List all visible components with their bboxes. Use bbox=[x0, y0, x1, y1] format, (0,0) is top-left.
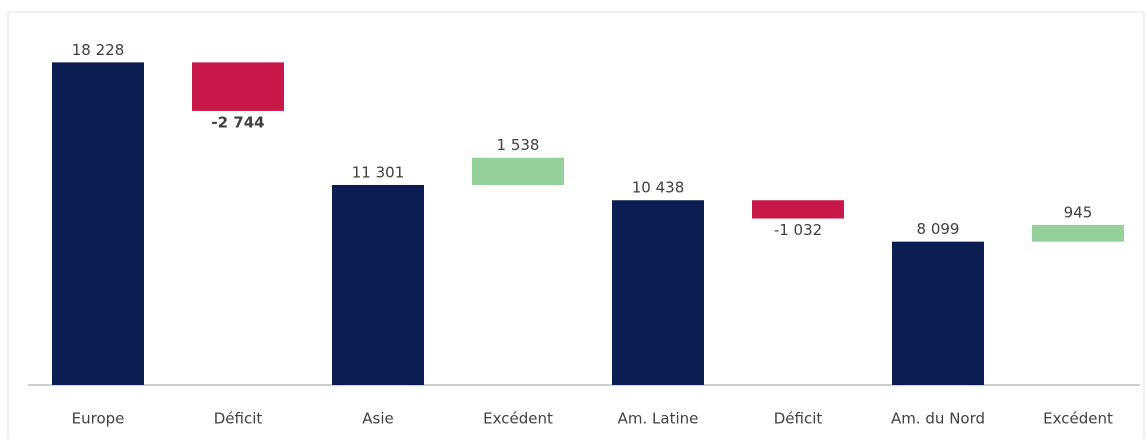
bar bbox=[752, 200, 844, 219]
x-tick-label: Am. du Nord bbox=[891, 410, 985, 428]
value-label: 945 bbox=[1064, 203, 1093, 221]
x-tick-label: Europe bbox=[72, 410, 125, 428]
x-tick-label: Asie bbox=[362, 410, 393, 428]
bar bbox=[332, 184, 424, 385]
bar bbox=[472, 157, 564, 185]
value-label: -1 032 bbox=[774, 221, 822, 239]
x-tick-label: Am. Latine bbox=[618, 410, 699, 428]
x-tick-label: Déficit bbox=[214, 410, 263, 428]
value-label: 18 228 bbox=[72, 41, 125, 59]
bar bbox=[52, 62, 144, 385]
value-label: 11 301 bbox=[352, 163, 405, 181]
value-label: 1 538 bbox=[497, 136, 540, 154]
x-tick-label: Excédent bbox=[1043, 410, 1113, 428]
x-tick-label: Déficit bbox=[774, 410, 823, 428]
bar bbox=[192, 62, 284, 111]
value-label: 10 438 bbox=[632, 179, 685, 197]
chart-frame bbox=[7, 11, 1145, 443]
value-label: 8 099 bbox=[917, 220, 960, 238]
bar bbox=[612, 200, 704, 385]
value-label: -2 744 bbox=[211, 113, 264, 131]
x-tick-label: Excédent bbox=[483, 410, 553, 428]
bar bbox=[1032, 224, 1124, 242]
bar bbox=[892, 241, 984, 385]
